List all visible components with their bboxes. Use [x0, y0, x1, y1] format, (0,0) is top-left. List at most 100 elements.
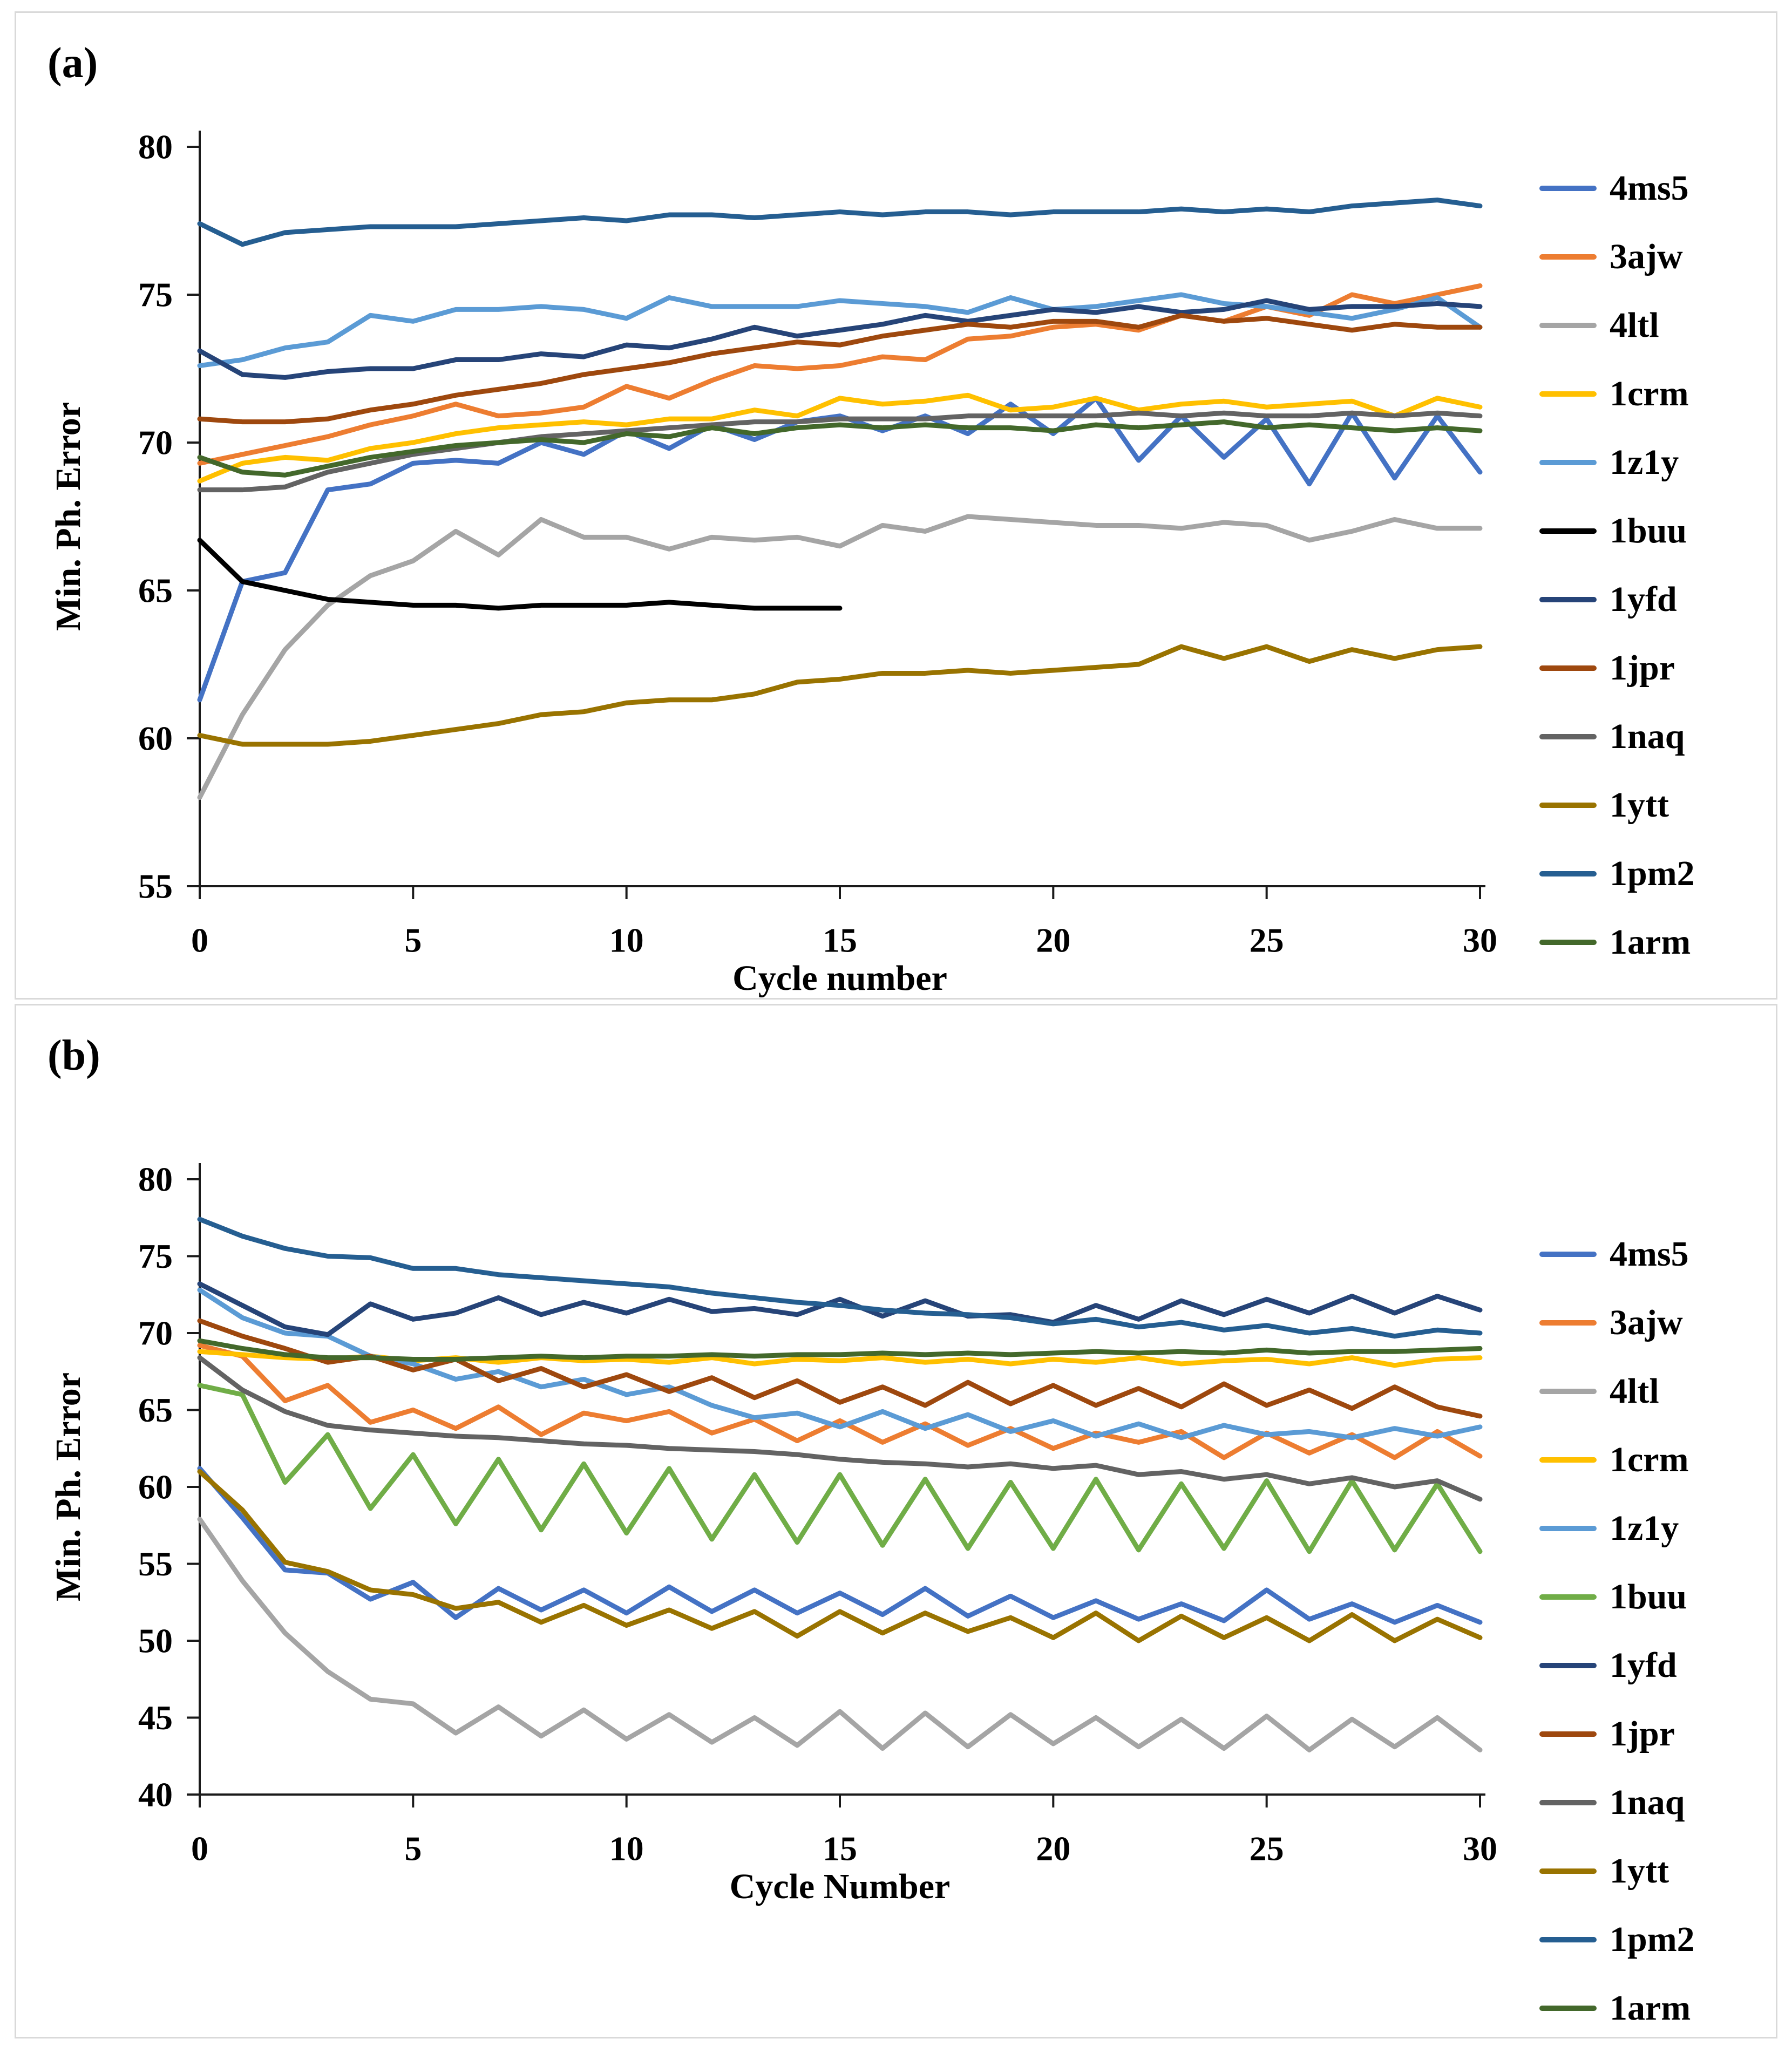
legend-label-1jpr: 1jpr [1610, 648, 1675, 688]
x-tick-label: 25 [1250, 1830, 1284, 1868]
legend-label-4ms5: 4ms5 [1610, 1234, 1689, 1274]
series-line-1z1y [197, 292, 1483, 369]
y-tick-label: 70 [138, 424, 173, 462]
legend-item-4ms5: 4ms5 [1539, 1236, 1695, 1272]
legend-swatch-1jpr [1539, 665, 1597, 671]
x-tick-label: 10 [609, 921, 644, 960]
legend-label-1naq: 1naq [1610, 1783, 1685, 1822]
x-tick-label: 10 [609, 1830, 644, 1868]
panel-a-label: (a) [47, 39, 98, 87]
x-axis-title: Cycle number [732, 959, 947, 998]
legend-swatch-1buu [1539, 528, 1597, 534]
legend-label-1ytt: 1ytt [1610, 785, 1669, 825]
legend-label-1naq: 1naq [1610, 717, 1685, 756]
x-tick-label: 20 [1036, 921, 1070, 960]
legend-label-1crm: 1crm [1610, 1440, 1689, 1479]
legend-item-1yfd: 1yfd [1539, 582, 1695, 617]
legend-swatch-1jpr [1539, 1731, 1597, 1737]
y-tick-label: 75 [138, 1237, 173, 1275]
legend-label-1yfd: 1yfd [1610, 580, 1677, 619]
legend-item-1jpr: 1jpr [1539, 650, 1695, 686]
panel-b-label: (b) [47, 1032, 100, 1079]
y-tick-label: 80 [138, 128, 173, 166]
series-line-1jpr [197, 312, 1483, 425]
y-axis-title: Min. Ph. Error [49, 402, 88, 631]
legend-label-1crm: 1crm [1610, 374, 1689, 413]
legend-swatch-1z1y [1539, 1526, 1597, 1531]
legend-label-4ltl: 4ltl [1610, 1371, 1659, 1411]
legend-item-1buu: 1buu [1539, 513, 1695, 549]
legend-label-1z1y: 1z1y [1610, 443, 1679, 482]
panel-b: (b) 80 75 70 65 60 55 50 45 40 0 5 10 15 20 25 30 Cycle … [15, 1004, 1777, 2038]
legend-swatch-1arm [1539, 940, 1597, 945]
legend-label-1arm: 1arm [1610, 1988, 1691, 2028]
legend-item-1z1y: 1z1y [1539, 445, 1695, 480]
series-line-3ajw [197, 283, 1483, 466]
y-tick-label: 60 [138, 719, 173, 758]
legend-item-1jpr: 1jpr [1539, 1716, 1695, 1752]
series-line-1ytt [197, 1469, 1483, 1643]
panel-a: (a) 80 75 70 65 60 55 0 5 10 15 20 25 30 Cycle number… [15, 11, 1777, 1000]
legend-item-1arm: 1arm [1539, 1990, 1695, 2026]
legend-swatch-1yfd [1539, 597, 1597, 602]
legend-item-1pm2: 1pm2 [1539, 1922, 1695, 1958]
y-tick-label: 65 [138, 1391, 173, 1429]
series-line-4ms5 [197, 1466, 1483, 1625]
x-tick-label: 5 [404, 921, 422, 960]
y-tick-label: 40 [138, 1776, 173, 1814]
y-tick-label: 45 [138, 1698, 173, 1737]
legend-item-3ajw: 3ajw [1539, 1305, 1695, 1341]
legend-item-1pm2: 1pm2 [1539, 856, 1695, 892]
x-tick-label: 0 [191, 1830, 208, 1868]
series-line-1yfd [197, 1281, 1483, 1337]
x-tick-label: 15 [823, 1830, 857, 1868]
legend-label-1pm2: 1pm2 [1610, 854, 1695, 893]
series-line-1buu [197, 1383, 1483, 1554]
legend-swatch-1ytt [1539, 1868, 1597, 1874]
legend-swatch-1crm [1539, 1457, 1597, 1463]
y-axis-title: Min. Ph. Error [49, 1372, 88, 1601]
legend-swatch-1pm2 [1539, 1937, 1597, 1942]
series-line-1ytt [197, 644, 1483, 747]
legend-label-4ms5: 4ms5 [1610, 168, 1689, 208]
legend-item-1ytt: 1ytt [1539, 787, 1695, 823]
y-tick-label: 65 [138, 572, 173, 610]
legend-item-1crm: 1crm [1539, 1442, 1695, 1478]
legend-item-1naq: 1naq [1539, 719, 1695, 755]
legend-item-1ytt: 1ytt [1539, 1853, 1695, 1889]
legend-swatch-1crm [1539, 391, 1597, 397]
y-tick-label: 55 [138, 1545, 173, 1583]
x-tick-label: 25 [1250, 921, 1284, 960]
x-tick-label: 30 [1463, 921, 1497, 960]
legend-label-1pm2: 1pm2 [1610, 1920, 1695, 1959]
legend-label-1jpr: 1jpr [1610, 1714, 1675, 1754]
y-tick-label: 55 [138, 867, 173, 906]
x-axis-title: Cycle Number [730, 1867, 951, 1906]
y-tick-label: 60 [138, 1468, 173, 1506]
legend-swatch-4ms5 [1539, 186, 1597, 191]
series-line-1yfd [197, 298, 1483, 380]
y-tick-label: 70 [138, 1314, 173, 1353]
series-line-1naq [197, 410, 1483, 493]
legend-label-1z1y: 1z1y [1610, 1508, 1679, 1548]
legend-item-3ajw: 3ajw [1539, 239, 1695, 275]
legend-b: 4ms5 3ajw 4ltl 1crm 1z1y 1buu 1yfd 1jpr 1naq 1ytt… [1539, 1236, 1695, 2059]
series-line-1arm [197, 419, 1483, 478]
chart-b: 80 75 70 65 60 55 50 45 40 0 5 10 15 20 25 30 Cycle Numb… [49, 1160, 1497, 1907]
series-line-4ms5 [197, 396, 1483, 703]
legend-item-4ms5: 4ms5 [1539, 171, 1695, 206]
series-line-1arm [197, 1338, 1483, 1362]
series-line-1jpr [197, 1318, 1483, 1419]
legend-swatch-4ms5 [1539, 1252, 1597, 1257]
legend-item-1buu: 1buu [1539, 1579, 1695, 1615]
legend-swatch-1yfd [1539, 1663, 1597, 1668]
series-line-1pm2 [197, 198, 1483, 247]
legend-a: 4ms5 3ajw 4ltl 1crm 1z1y 1buu 1yfd 1jpr 1naq 1ytt… [1539, 171, 1695, 993]
legend-item-1yfd: 1yfd [1539, 1648, 1695, 1683]
x-tick-label: 5 [404, 1830, 422, 1868]
legend-item-1crm: 1crm [1539, 376, 1695, 412]
y-tick-label: 80 [138, 1160, 173, 1199]
legend-swatch-1buu [1539, 1594, 1597, 1600]
series-line-1crm [197, 392, 1483, 484]
